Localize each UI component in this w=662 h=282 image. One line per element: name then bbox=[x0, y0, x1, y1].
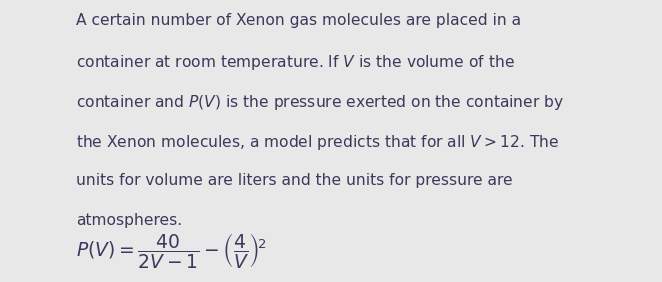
Text: A certain number of Xenon gas molecules are placed in a: A certain number of Xenon gas molecules … bbox=[76, 13, 521, 28]
Text: units for volume are liters and the units for pressure are: units for volume are liters and the unit… bbox=[76, 173, 513, 188]
Text: container and $P(\mathit{V})$ is the pressure exerted on the container by: container and $P(\mathit{V})$ is the pre… bbox=[76, 93, 564, 112]
Text: atmospheres.: atmospheres. bbox=[76, 213, 182, 228]
Text: the Xenon molecules, a model predicts that for all $\mathit{V}>12$. The: the Xenon molecules, a model predicts th… bbox=[76, 133, 559, 152]
Text: container at room temperature. If $\mathit{V}$ is the volume of the: container at room temperature. If $\math… bbox=[76, 53, 515, 72]
Text: $P(\mathit{V}) = \dfrac{40}{2\mathit{V}-1} - \left(\dfrac{4}{\mathit{V}}\right)^: $P(\mathit{V}) = \dfrac{40}{2\mathit{V}-… bbox=[76, 231, 266, 270]
